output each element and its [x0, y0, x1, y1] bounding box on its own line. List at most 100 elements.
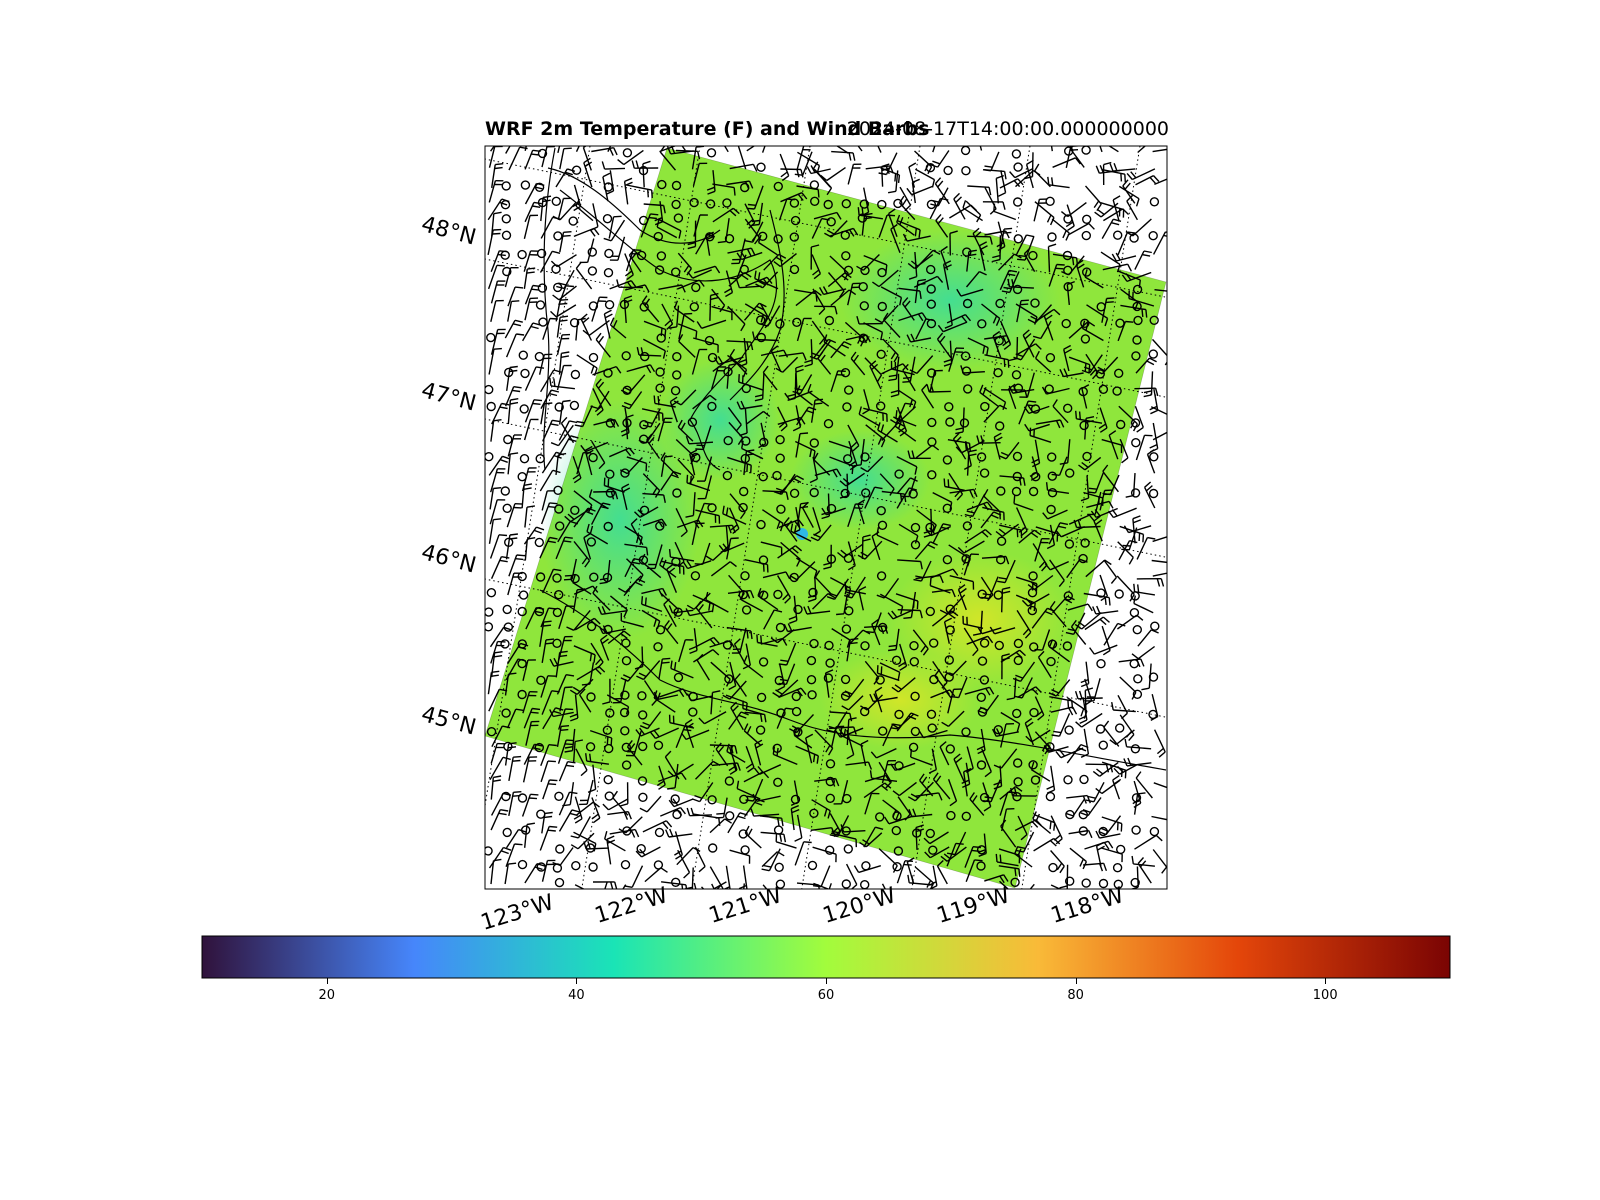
colorbar-tick-label: 20	[318, 988, 336, 1003]
wind-barb	[623, 295, 633, 324]
wind-barb	[984, 335, 1011, 344]
wind-barb	[897, 220, 921, 238]
wind-barb	[639, 302, 649, 312]
wind-barb	[505, 843, 523, 868]
wind-barb	[693, 214, 708, 237]
wind-barb	[810, 524, 832, 542]
wind-barb	[778, 352, 807, 361]
wind-barb	[653, 860, 664, 870]
wind-barb	[609, 447, 635, 458]
wind-barb	[1117, 320, 1134, 342]
wind-barb	[1101, 847, 1123, 863]
wind-barb	[727, 305, 746, 332]
wind-barb	[490, 792, 512, 816]
wind-barb	[671, 180, 682, 191]
wind-barb	[697, 475, 713, 500]
wind-barb	[723, 146, 729, 153]
wind-barb	[726, 626, 753, 640]
wind-barb	[1070, 619, 1087, 645]
wind-barb	[830, 832, 857, 848]
wind-barb	[585, 742, 596, 752]
wind-barb	[887, 609, 914, 620]
wind-barb	[1049, 600, 1067, 628]
wind-barb	[506, 365, 518, 391]
wind-barb	[909, 641, 919, 651]
wind-barb	[551, 196, 561, 207]
wind-barb	[622, 884, 627, 889]
wind-barb	[677, 252, 692, 276]
wind-barb	[485, 846, 493, 856]
wind-barb	[734, 673, 747, 697]
wind-barb	[595, 332, 611, 358]
wind-barb	[523, 418, 539, 441]
wind-barb	[524, 201, 542, 223]
wind-barb	[486, 332, 496, 343]
wind-barb	[823, 673, 834, 683]
wind-barb	[1132, 689, 1143, 699]
wind-barb	[770, 345, 782, 373]
wind-barb	[739, 794, 749, 804]
wind-barb	[1048, 679, 1071, 697]
wind-barb	[624, 543, 649, 556]
wind-barb	[524, 146, 527, 151]
wind-barb	[653, 691, 679, 700]
wind-barb	[744, 825, 762, 849]
wind-barb	[564, 728, 576, 753]
wind-barb	[534, 742, 544, 753]
wind-barb	[763, 609, 783, 630]
wind-barb	[554, 877, 565, 888]
wind-barb	[756, 692, 767, 703]
wind-barb	[983, 404, 1008, 423]
wind-barb	[877, 520, 888, 530]
wind-barb	[604, 743, 614, 754]
wind-barb	[678, 639, 694, 663]
wind-barb	[1064, 876, 1075, 886]
wind-barb	[755, 725, 766, 735]
wind-barb	[796, 317, 812, 342]
wind-barb	[707, 795, 717, 805]
wind-barb	[995, 298, 1005, 309]
wind-barb	[570, 816, 591, 839]
wind-barb	[1066, 743, 1089, 764]
wind-barb	[806, 655, 817, 666]
wind-barb	[489, 756, 511, 781]
wind-barb	[809, 638, 819, 649]
wind-barb	[738, 829, 748, 839]
wind-barb	[1051, 595, 1075, 614]
wind-barb	[880, 286, 903, 306]
wind-barb	[814, 729, 834, 756]
wind-barb	[724, 776, 735, 786]
wind-barb	[1117, 541, 1134, 565]
wind-barb	[592, 585, 611, 611]
wind-barb	[500, 486, 510, 496]
wind-barb	[825, 658, 835, 668]
wind-barb	[636, 347, 662, 357]
wind-barb	[812, 592, 836, 610]
colorbar-tick	[826, 978, 827, 984]
wind-barb	[559, 231, 572, 253]
wind-barb	[1081, 384, 1090, 409]
wind-barb	[1115, 318, 1125, 328]
wind-barb	[635, 727, 660, 737]
wind-barb	[961, 165, 971, 176]
wind-barb	[976, 452, 987, 462]
wind-barb	[857, 146, 863, 152]
wind-barb	[966, 449, 977, 476]
wind-barb	[508, 791, 522, 817]
wind-barb	[960, 365, 985, 374]
wind-barb	[807, 690, 817, 700]
colorbar-tick	[1075, 978, 1077, 984]
wind-barb	[943, 340, 953, 367]
wind-barb	[811, 254, 822, 280]
wind-barb	[542, 419, 561, 442]
wind-barb	[518, 590, 529, 600]
meridian-line	[801, 146, 921, 889]
wind-barb	[906, 333, 932, 343]
wind-barb	[809, 180, 820, 190]
wind-barb	[606, 835, 616, 865]
wind-barb	[579, 779, 594, 806]
wind-barb	[575, 146, 580, 152]
wind-barb	[682, 560, 712, 570]
wind-barb	[736, 251, 763, 261]
wind-barb	[673, 672, 684, 683]
